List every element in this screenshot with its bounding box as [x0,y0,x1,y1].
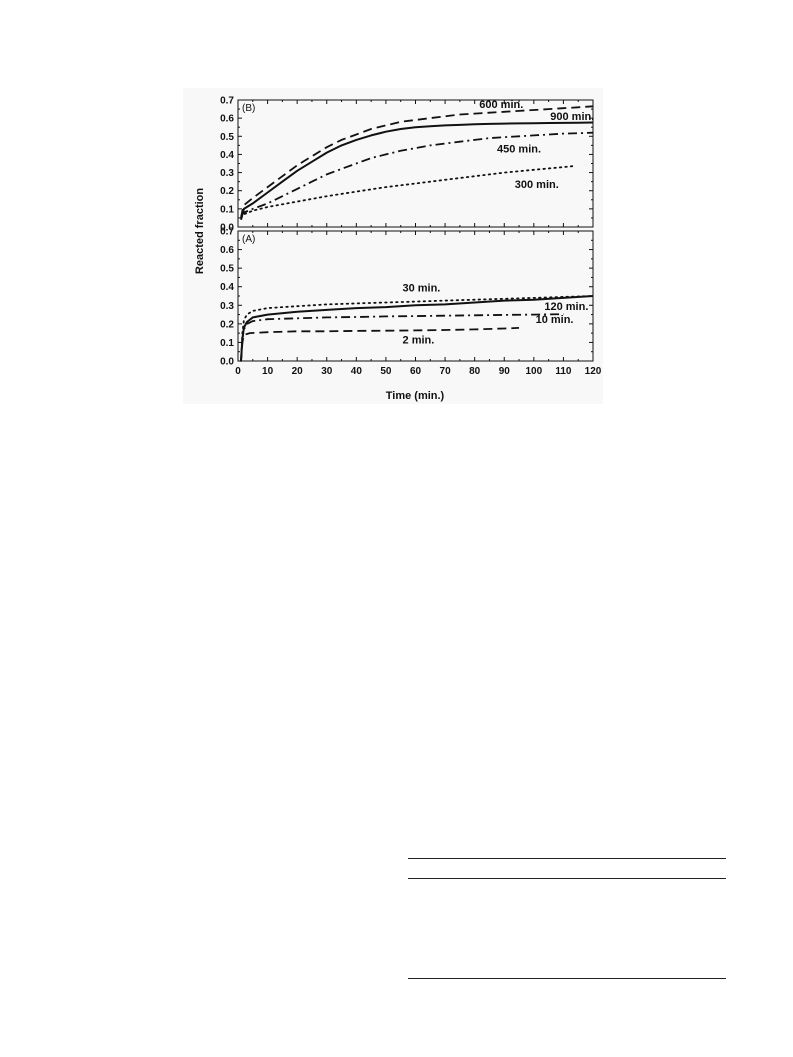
x-tick-label: 90 [499,366,511,377]
y-tick-label: 0.5 [220,264,234,275]
ticks-layer: 0.00.10.20.30.40.50.60.70.00.10.20.30.40… [220,96,602,378]
series-line [240,131,594,217]
x-tick-label: 80 [469,366,481,377]
panel-a-frame [237,230,594,362]
series-label: 300 min. [515,179,559,191]
x-axis-title: Time (min.) [386,390,445,402]
y-tick-label: 0.5 [220,132,234,143]
x-tick-label: 100 [525,366,542,377]
reacted-fraction-figure: 0.0 0.1 0.2 0.3 0.4 0.5 0.6 0.7 0.0 0.1 0.2 0.3 0.4 0… [183,88,603,404]
panel-b-frame [237,99,594,228]
y-tick-label: 0.4 [220,282,234,293]
series-label: 2 min. [403,334,435,346]
series-line [240,165,574,219]
y-tick-label: 0.1 [220,338,234,349]
x-tick-label: 120 [585,366,602,377]
y-tick-label: 0.0 [220,223,234,234]
series-line [240,313,564,362]
series-label: 30 min. [402,282,440,294]
y-tick-label: 0.3 [220,168,234,179]
series-label: 450 min. [497,144,541,156]
x-tick-label: 50 [380,366,392,377]
panel-a-label: (A) [242,234,255,245]
x-tick-label: 0 [235,366,241,377]
x-tick-label: 110 [555,366,572,377]
series-line [240,327,520,362]
chart-svg: 0.00.10.20.30.40.50.60.70.00.10.20.30.40… [194,96,602,403]
x-tick-label: 40 [351,366,363,377]
series-line [240,295,594,362]
y-tick-label: 0.6 [220,114,234,125]
y-tick-label: 0.7 [220,227,234,238]
table-top-rule [408,858,726,859]
series-label: 10 min. [536,314,574,326]
y-tick-label: 0.2 [220,319,234,330]
y-axis-title: Reacted fraction [194,188,206,274]
y-tick-label: 0.0 [220,357,234,368]
y-tick-label: 0.1 [220,204,234,215]
panel-b-label: (B) [242,103,255,114]
table-header-rule [408,878,726,879]
y-tick-label: 0.2 [220,186,234,197]
y-tick-label: 0.3 [220,301,234,312]
labels-layer: 600 min. 900 min. 450 min. 300 min. 30 min. 1… [402,99,594,346]
y-tick-label: 0.4 [220,150,234,161]
y-tick-label: 0.7 [220,96,234,107]
series-label: 120 min. [544,301,588,313]
y-tick-label: 0.6 [220,245,234,256]
series-label: 900 min. [550,111,594,123]
x-tick-label: 60 [410,366,422,377]
x-tick-label: 10 [262,366,274,377]
x-tick-label: 20 [292,366,304,377]
series-label: 600 min. [479,99,523,111]
series-line [240,295,594,362]
series-line [240,105,594,219]
series-line [240,121,594,220]
x-tick-label: 70 [440,366,452,377]
x-tick-label: 30 [321,366,333,377]
series-layer [240,105,594,362]
table-bottom-rule [408,978,726,979]
